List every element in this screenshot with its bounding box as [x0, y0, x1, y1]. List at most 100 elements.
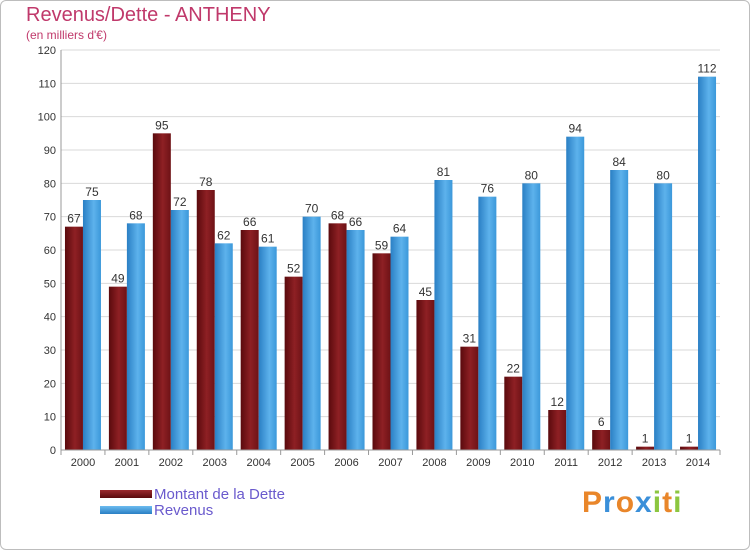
data-label-debt-2013: 1: [642, 432, 649, 446]
x-tick-label: 2007: [378, 457, 402, 469]
y-tick-label: 10: [44, 412, 56, 424]
logo-letter: r: [603, 486, 616, 519]
x-tick-label: 2006: [334, 457, 358, 469]
bar-revenue-2007: [390, 236, 409, 450]
logo-letter: i: [673, 486, 683, 519]
data-label-revenue-2009: 76: [481, 182, 495, 196]
legend-label-revenue: Revenus: [154, 501, 214, 519]
y-tick-label: 110: [38, 78, 56, 90]
x-tick-label: 2004: [246, 457, 270, 469]
x-tick-label: 2008: [422, 457, 446, 469]
data-label-debt-2002: 95: [155, 118, 169, 132]
bar-debt-2014: [680, 446, 699, 450]
bar-revenue-2012: [610, 170, 629, 450]
data-label-debt-2008: 45: [419, 285, 433, 299]
data-label-debt-2006: 68: [331, 208, 345, 222]
logo-letter: t: [662, 486, 674, 519]
bar-revenue-2009: [478, 196, 497, 450]
bar-debt-2009: [460, 346, 479, 450]
data-label-revenue-2011: 94: [569, 122, 583, 136]
bar-revenue-2002: [170, 210, 189, 450]
data-label-revenue-2003: 62: [217, 228, 231, 242]
bar-debt-2004: [240, 230, 259, 450]
bar-revenue-2013: [654, 183, 673, 451]
logo-letter: x: [635, 486, 653, 519]
bar-debt-2000: [64, 226, 83, 450]
logo-letter: P: [582, 486, 604, 519]
y-tick-label: 120: [38, 45, 56, 57]
data-label-revenue-2000: 75: [85, 185, 99, 199]
data-label-debt-2000: 67: [67, 212, 81, 226]
legend-swatch-debt: [100, 490, 152, 498]
legend-label-debt: Montant de la Dette: [154, 485, 285, 503]
legend-item-revenue: Revenus: [100, 501, 214, 519]
bar-revenue-2010: [522, 183, 541, 451]
data-label-debt-2005: 52: [287, 262, 301, 276]
data-label-debt-2007: 59: [375, 238, 389, 252]
data-label-revenue-2004: 61: [261, 232, 275, 246]
data-label-revenue-2006: 66: [349, 215, 363, 229]
legend-item-debt: Montant de la Dette: [100, 485, 285, 503]
logo-letter: o: [615, 486, 636, 519]
bar-revenue-2014: [698, 76, 717, 451]
bar-revenue-2006: [346, 230, 365, 450]
legend-swatch-revenue: [100, 506, 152, 514]
y-tick-label: 70: [44, 212, 56, 224]
bar-revenue-2011: [566, 136, 585, 450]
bar-debt-2002: [152, 133, 171, 451]
data-label-debt-2004: 66: [243, 215, 257, 229]
data-label-debt-2011: 12: [551, 395, 565, 409]
bar-revenue-2000: [82, 200, 101, 450]
chart-title: Revenus/Dette - ANTHENY: [26, 4, 271, 26]
data-label-debt-2001: 49: [111, 272, 125, 286]
data-label-revenue-2010: 80: [525, 168, 539, 182]
bar-revenue-2001: [126, 223, 145, 450]
data-label-revenue-2012: 84: [612, 155, 626, 169]
x-tick-label: 2001: [115, 457, 139, 469]
x-tick-label: 2009: [466, 457, 490, 469]
data-label-revenue-2002: 72: [173, 195, 187, 209]
data-label-debt-2012: 6: [598, 415, 605, 429]
y-tick-label: 60: [44, 245, 56, 257]
y-tick-label: 100: [38, 112, 56, 124]
x-tick-label: 2005: [290, 457, 314, 469]
proxiti-logo: Proxiti: [582, 486, 682, 520]
data-label-revenue-2008: 81: [437, 165, 451, 179]
data-label-revenue-2014: 112: [697, 62, 716, 76]
x-tick-label: 2014: [686, 457, 710, 469]
bar-revenue-2005: [302, 216, 321, 450]
bar-debt-2003: [196, 190, 215, 450]
y-tick-label: 0: [50, 445, 56, 457]
bar-debt-2007: [372, 253, 391, 450]
bar-debt-2013: [636, 446, 655, 450]
y-tick-label: 80: [44, 178, 56, 190]
bar-debt-2012: [592, 430, 611, 450]
data-label-debt-2003: 78: [199, 175, 213, 189]
x-tick-label: 2012: [598, 457, 622, 469]
bar-debt-2005: [284, 276, 303, 450]
y-tick-label: 20: [44, 378, 56, 390]
y-tick-label: 30: [44, 345, 56, 357]
data-label-revenue-2013: 80: [656, 168, 670, 182]
data-label-revenue-2001: 68: [129, 208, 143, 222]
bar-debt-2011: [548, 410, 567, 450]
x-tick-label: 2010: [510, 457, 534, 469]
chart-subtitle: (en milliers d'€): [26, 28, 107, 42]
x-tick-label: 2002: [159, 457, 183, 469]
data-label-debt-2010: 22: [507, 362, 521, 376]
x-tick-label: 2013: [642, 457, 666, 469]
bar-debt-2006: [328, 223, 347, 450]
bar-revenue-2008: [434, 180, 453, 450]
y-tick-label: 90: [44, 145, 56, 157]
x-tick-label: 2011: [554, 457, 578, 469]
bar-debt-2001: [108, 286, 127, 450]
x-tick-label: 2000: [71, 457, 95, 469]
data-label-debt-2014: 1: [686, 432, 693, 446]
data-label-revenue-2007: 64: [393, 222, 407, 236]
y-tick-label: 50: [44, 278, 56, 290]
data-label-debt-2009: 31: [463, 332, 477, 346]
data-label-revenue-2005: 70: [305, 202, 319, 216]
bar-debt-2010: [504, 376, 523, 450]
x-tick-label: 2003: [203, 457, 227, 469]
